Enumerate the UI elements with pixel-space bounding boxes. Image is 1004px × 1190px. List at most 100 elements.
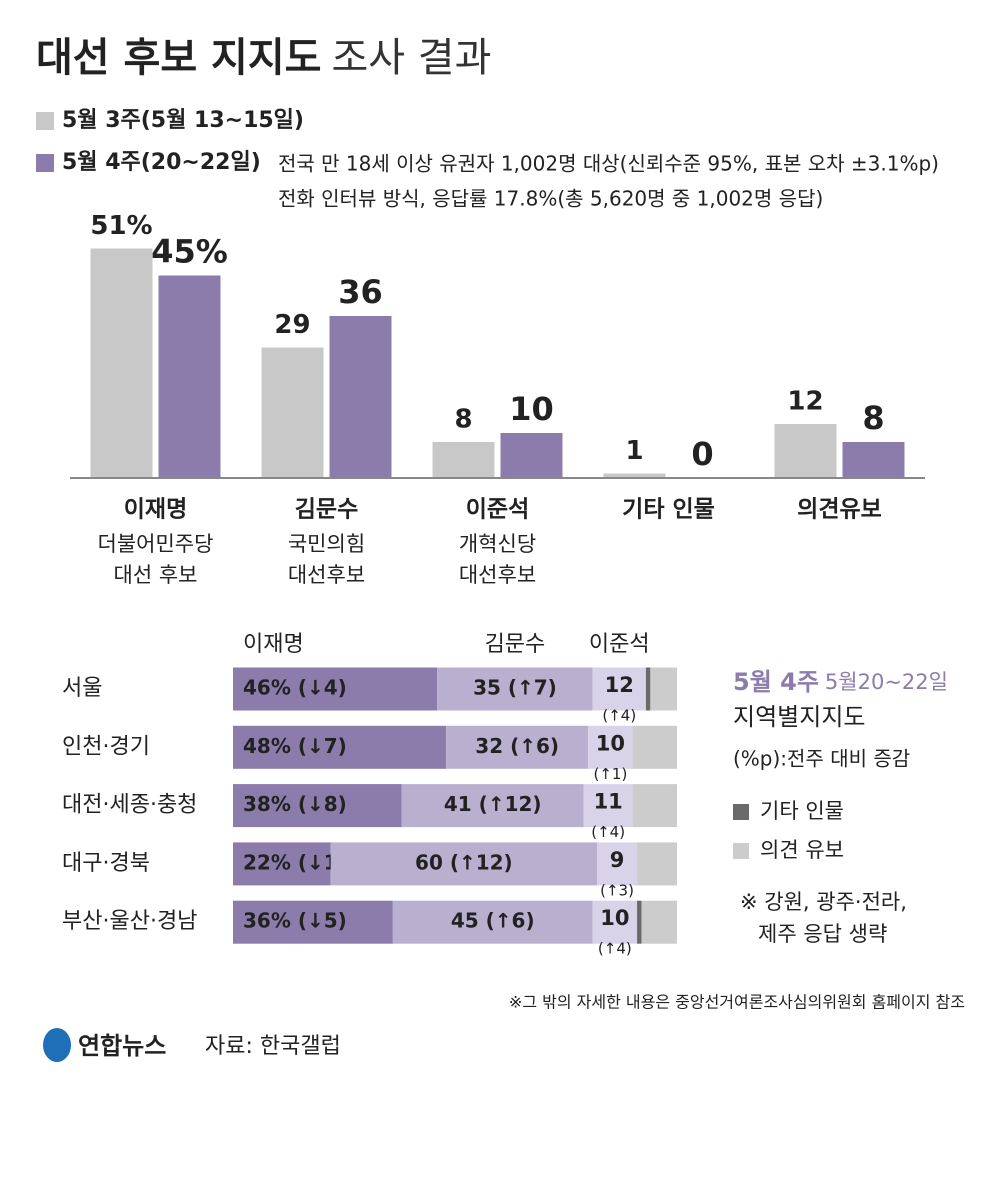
bar-segment [645, 667, 651, 711]
bar [90, 248, 153, 478]
value-label: 46% (↓4) [243, 676, 347, 700]
bar-segment [650, 667, 677, 711]
category-note: 더불어민주당 [98, 532, 214, 556]
value-label: 38% (↓8) [243, 792, 347, 816]
category-note: 대선후보 [288, 563, 365, 587]
category-label: 부산·울산·경남 [62, 909, 197, 934]
bar-segment [392, 900, 593, 944]
bar-segment [637, 900, 642, 944]
category-label: 이재명 [124, 497, 187, 523]
bar-segment [583, 784, 633, 828]
category-note: 대선후보 [459, 563, 536, 587]
bar [842, 442, 905, 478]
bar-segment [592, 900, 638, 944]
legend-label: 5월 3주(5월 13~15일) [62, 108, 304, 133]
category-label: 서울 [62, 676, 102, 701]
column-header: 이준석 [589, 632, 650, 657]
title-sub: 조사 결과 [331, 35, 491, 81]
bar-segment [592, 667, 646, 711]
value-label: 45 (↑6) [451, 909, 535, 933]
value-label: 1 [625, 436, 643, 466]
bar-segment [437, 667, 593, 711]
bar-segment [446, 725, 589, 769]
value-label: 32 (↑6) [475, 734, 559, 758]
bar-segment [401, 784, 584, 828]
category-note: 개혁신당 [459, 532, 536, 556]
value-label: 12 [787, 387, 823, 417]
bar [774, 424, 837, 478]
note: 전화 인터뷰 방식, 응답률 17.8%(총 5,620명 중 1,002명 응… [278, 187, 823, 211]
value-label: 9 [610, 848, 625, 872]
value-label: 36 [338, 273, 383, 311]
value-label: 12 [605, 673, 634, 697]
value-label: 29 [274, 310, 310, 340]
category-note: 대선 후보 [114, 563, 198, 587]
footnote: ※ 강원, 광주·전라, [740, 890, 907, 914]
category-label: 대전·세종·충청 [62, 793, 197, 818]
note: 전국 만 18세 이상 유권자 1,002명 대상(신뢰수준 95%, 표본 오… [278, 152, 939, 176]
value-label: 41 (↑12) [444, 792, 542, 816]
column-header: 이재명 [243, 632, 304, 657]
value-label: 8 [454, 405, 472, 435]
change-label: (↑1) [593, 765, 627, 783]
logo: 연합뉴스 [78, 1032, 166, 1060]
bar-segment [632, 784, 677, 828]
bar-segment [588, 725, 633, 769]
column-header: 김문수 [485, 632, 546, 657]
title-main: 대선 후보 지지도 [36, 35, 321, 81]
legend-label: 5월 4주(20~22일) [62, 150, 261, 175]
value-label: 36% (↓5) [243, 909, 347, 933]
value-label: 48% (↓7) [243, 734, 347, 758]
legend-label: 기타 인물 [760, 799, 844, 823]
value-label: 35 (↑7) [473, 676, 557, 700]
bar [261, 347, 324, 478]
legend-swatch [36, 112, 54, 130]
change-label: (↑4) [591, 823, 625, 841]
bar [158, 275, 221, 478]
bar-segment [233, 784, 402, 828]
value-label: 51% [90, 211, 152, 241]
bar-segment [597, 842, 638, 886]
bar [500, 433, 563, 478]
title: 대선 후보 지지도 조사 결과 [36, 35, 491, 81]
value-label: 8 [862, 399, 884, 437]
change-label: (↑3) [600, 881, 634, 899]
panel-title-main: 5월 4주 [733, 668, 819, 696]
value-label: 10 [596, 731, 625, 755]
legend-swatch [733, 843, 749, 859]
source: 자료: 한국갤럽 [205, 1034, 341, 1059]
footer-note: ※그 밖의 자세한 내용은 중앙선거여론조사심의위원회 홈페이지 참조 [509, 993, 965, 1012]
panel-title: 5월 4주 5월20~22일 [733, 668, 948, 696]
panel-heading: 지역별지지도 [733, 703, 865, 731]
bar-segment [637, 842, 677, 886]
bar-segment [330, 842, 598, 886]
category-label: 기타 인물 [622, 497, 715, 523]
bar [432, 442, 495, 478]
category-label: 대구·경북 [62, 851, 150, 876]
legend-label: 의견 유보 [760, 838, 844, 862]
value-label: 11 [594, 790, 623, 814]
category-label: 인천·경기 [62, 734, 150, 759]
bar [329, 316, 392, 478]
logo-icon [43, 1028, 71, 1062]
category-label: 김문수 [295, 497, 358, 523]
category-label: 이준석 [466, 497, 529, 523]
category-note: 국민의힘 [288, 532, 365, 556]
footnote: 제주 응답 생략 [758, 922, 887, 946]
bar-segment [233, 725, 447, 769]
panel-note: (%p):전주 대비 증감 [733, 747, 910, 771]
value-label: 45% [151, 233, 228, 271]
bar-segment [632, 725, 677, 769]
value-label: 10 [509, 390, 554, 428]
value-label: 10 [600, 906, 629, 930]
bar-segment [233, 842, 331, 886]
value-label: 60 (↑12) [415, 850, 513, 874]
panel-date: 5월20~22일 [825, 670, 948, 694]
bar [603, 473, 666, 478]
change-label: (↑4) [602, 707, 636, 725]
bar-segment [233, 667, 438, 711]
change-label: (↑4) [598, 940, 632, 958]
value-label: 0 [691, 435, 713, 473]
